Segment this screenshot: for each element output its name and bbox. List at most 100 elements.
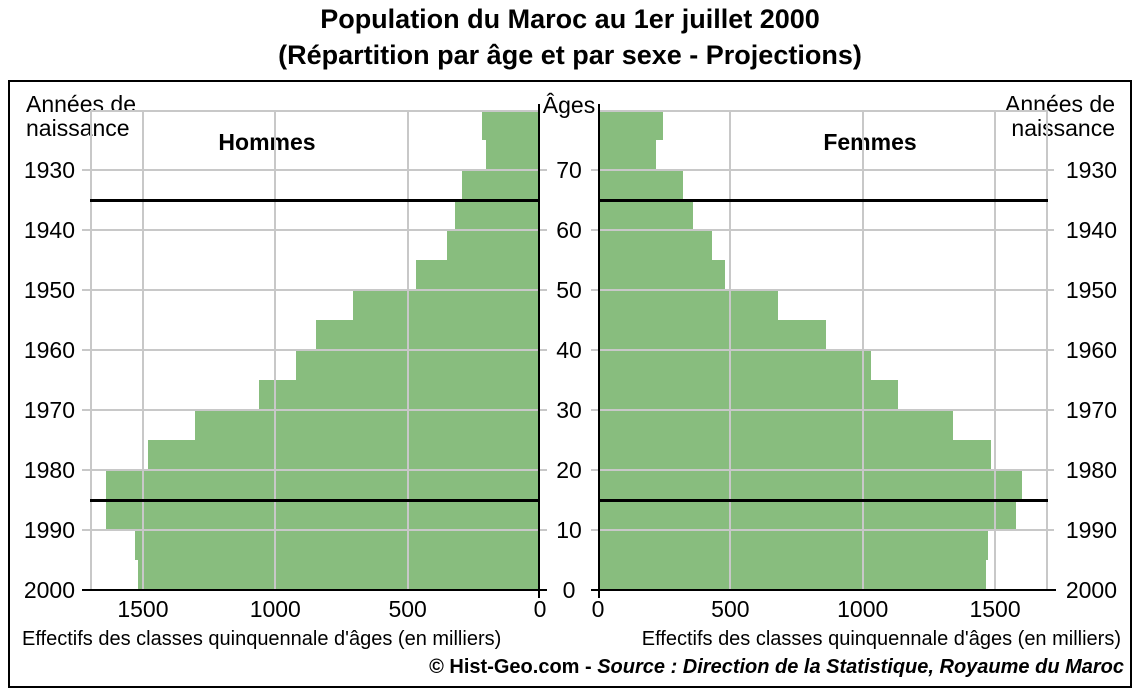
bar-male-70-74 [486, 140, 540, 170]
bar-female-0-4 [598, 560, 986, 590]
bar-female-60-64 [598, 200, 693, 230]
bar-female-55-59 [598, 230, 712, 260]
bar-male-35-39 [296, 350, 540, 380]
bar-female-75-79 [598, 110, 663, 140]
bar-male-55-59 [447, 230, 540, 260]
year-label-left-1950: 1950 [23, 277, 75, 303]
bar-male-60-64 [455, 200, 540, 230]
reference-line-age-15 [90, 499, 540, 502]
bar-female-10-14 [598, 500, 1016, 530]
year-label-left-1960: 1960 [23, 337, 75, 363]
x-tick-label-male-0: 0 [533, 596, 547, 622]
age-gridline-70 [598, 169, 1048, 171]
bar-female-45-49 [598, 290, 778, 320]
x-tick-label-female-1000: 1000 [837, 596, 889, 622]
year-label-left-1940: 1940 [23, 217, 75, 243]
year-label-left-1990: 1990 [23, 517, 75, 543]
bar-female-20-24 [598, 440, 991, 470]
bar-male-65-69 [462, 170, 540, 200]
bar-female-25-29 [598, 410, 953, 440]
reference-line-age-65 [90, 199, 540, 202]
age-gridline-40 [90, 349, 540, 351]
male-panel-label: Hommes [218, 129, 316, 155]
bar-male-40-44 [316, 320, 540, 350]
age-gridline-30 [598, 409, 1048, 411]
x-tick-label-female-500: 500 [711, 596, 750, 622]
birth-years-label-left: Années de naissance [26, 92, 136, 140]
year-label-right-1970: 1970 [1065, 397, 1117, 423]
plot-top-gridline [90, 110, 540, 112]
year-label-right-1990: 1990 [1065, 517, 1117, 543]
chart-title-line2: (Répartition par âge et par sexe - Proje… [278, 40, 862, 70]
age-gridline-50 [90, 289, 540, 291]
birth-years-label-right-line2: naissance [1011, 115, 1115, 141]
reference-line-age-65 [598, 199, 1048, 202]
bar-male-75-79 [482, 110, 540, 140]
bar-male-20-24 [148, 440, 540, 470]
age-label-20: 20 [556, 457, 582, 483]
footer-source: Source : Direction de la Statistique, Ro… [597, 656, 1124, 678]
year-label-left-2000: 2000 [23, 577, 75, 603]
footer-copyright: © Hist-Geo.com - [429, 656, 598, 678]
female-pyramid-plot [598, 110, 1048, 590]
x-axis-caption-right: Effectifs des classes quinquennale d'âge… [641, 628, 1121, 650]
age-gridline-50 [598, 289, 1048, 291]
year-label-right-1950: 1950 [1065, 277, 1117, 303]
footer-credit: © Hist-Geo.com - Source : Direction de l… [429, 655, 1124, 679]
bar-female-40-44 [598, 320, 826, 350]
bar-female-5-9 [598, 530, 988, 560]
year-label-left-1980: 1980 [23, 457, 75, 483]
age-label-50: 50 [556, 277, 582, 303]
year-label-left-1930: 1930 [23, 157, 75, 183]
bar-female-50-54 [598, 260, 725, 290]
age-gridline-40 [598, 349, 1048, 351]
female-panel-label: Femmes [823, 129, 917, 155]
bar-female-35-39 [598, 350, 871, 380]
age-gridline-30 [90, 409, 540, 411]
bar-male-50-54 [416, 260, 540, 290]
bar-male-15-19 [106, 470, 540, 500]
birth-years-label-left-line2: naissance [26, 115, 130, 141]
x-tick-label-female-0: 0 [591, 596, 605, 622]
age-gridline-20 [598, 469, 1048, 471]
ages-axis-label: Âges [542, 92, 596, 118]
chart-title-line1: Population du Maroc au 1er juillet 2000 [320, 4, 820, 34]
age-gridline-70 [90, 169, 540, 171]
age-label-40: 40 [556, 337, 582, 363]
male-pyramid-plot [90, 110, 540, 590]
age-label-60: 60 [556, 217, 582, 243]
reference-line-age-15 [598, 499, 1048, 502]
year-label-right-1980: 1980 [1065, 457, 1117, 483]
age-gridline-10 [90, 529, 540, 531]
age-gridline-60 [90, 229, 540, 231]
age-label-30: 30 [556, 397, 582, 423]
year-label-right-1930: 1930 [1065, 157, 1117, 183]
birth-years-label-left-line1: Années de [26, 91, 136, 117]
age-gridline-10 [598, 529, 1048, 531]
year-label-right-2000: 2000 [1065, 577, 1117, 603]
year-label-right-1940: 1940 [1065, 217, 1117, 243]
bar-female-65-69 [598, 170, 683, 200]
plot-top-gridline [598, 110, 1048, 112]
year-label-right-1960: 1960 [1065, 337, 1117, 363]
bar-female-70-74 [598, 140, 656, 170]
age-label-10: 10 [556, 517, 582, 543]
x-tick-label-male-1000: 1000 [249, 596, 301, 622]
x-tick-label-female-1500: 1500 [969, 596, 1021, 622]
birth-years-label-right: Années de naissance [1005, 92, 1115, 140]
x-tick-label-male-1500: 1500 [117, 596, 169, 622]
x-tick-label-male-500: 500 [388, 596, 427, 622]
chart-border-frame [8, 80, 1132, 688]
age-gridline-20 [90, 469, 540, 471]
birth-years-label-right-line1: Années de [1005, 91, 1115, 117]
year-label-left-1970: 1970 [23, 397, 75, 423]
bar-female-15-19 [598, 470, 1022, 500]
bar-male-45-49 [353, 290, 540, 320]
age-gridline-60 [598, 229, 1048, 231]
bar-male-25-29 [195, 410, 540, 440]
age-label-70: 70 [556, 157, 582, 183]
age-label-0: 0 [562, 577, 576, 603]
bar-male-5-9 [135, 530, 540, 560]
x-axis-caption-left: Effectifs des classes quinquennale d'âge… [22, 628, 502, 650]
